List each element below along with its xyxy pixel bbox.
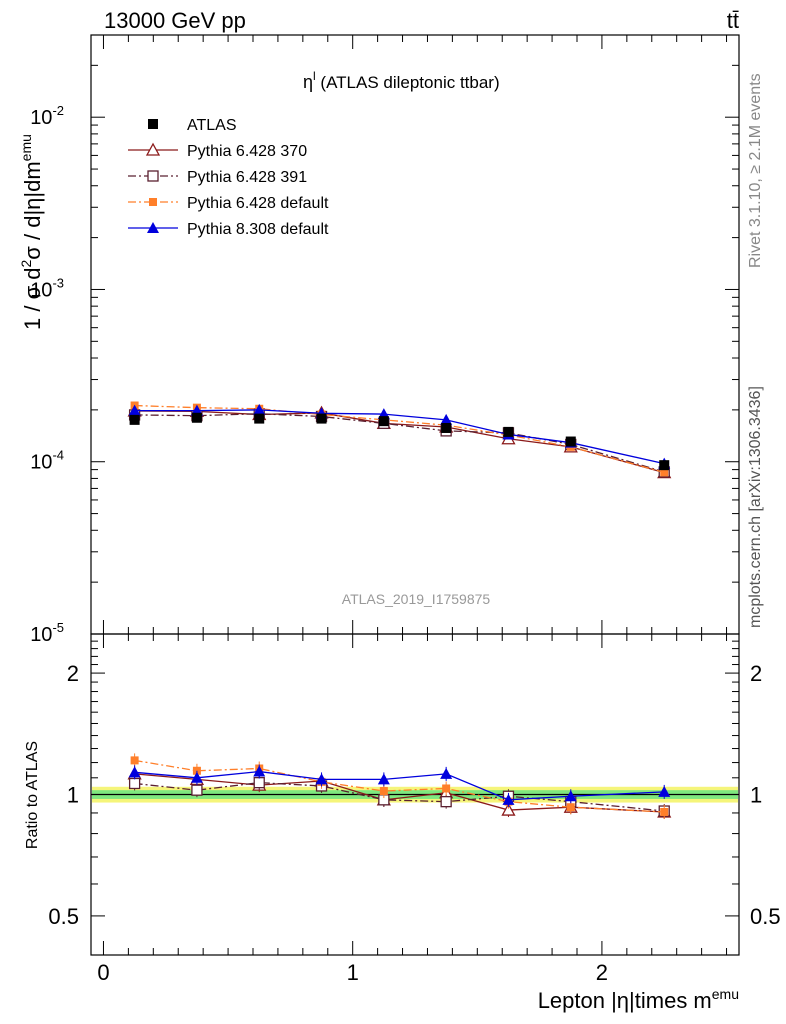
point-atlas: [254, 413, 265, 424]
ratio-point-py6_370: [501, 802, 516, 816]
series-line-py6_391: [134, 413, 665, 473]
ratio-point-py6_default: [379, 787, 388, 796]
point-py6_default: [660, 468, 669, 477]
ratio-point-py6_default: [660, 807, 669, 816]
point-atlas: [503, 426, 514, 437]
legend-label-py6_370: Pythia 6.428 370: [187, 143, 307, 160]
main-y-axis-label: 1 / σ d2σ / d|η|dmemu: [18, 134, 45, 330]
ratio-point-py8_default: [658, 785, 671, 797]
ratio-y-tick-label-right: 0.5: [750, 904, 781, 929]
main-series-group: [127, 401, 672, 479]
ratio-point-py8_default: [440, 767, 453, 779]
plot-title: ηl (ATLAS dileptonic ttbar): [303, 69, 500, 92]
legend-marker-atlas: [148, 119, 158, 129]
point-py8_default: [128, 404, 141, 416]
ratio-axis-ticks: 2 2 1 1 0.5 0.5 0 1 2: [48, 633, 781, 985]
point-atlas: [565, 436, 576, 447]
ratio-y-tick-label-right: 1: [750, 783, 762, 808]
legend: ATLAS Pythia 6.428 370 Pythia 6.428 391 Pyt…: [128, 117, 329, 238]
ratio-point-py8_default: [128, 766, 141, 778]
ratio-y-tick-label-right: 2: [750, 661, 762, 686]
legend-marker-py6_default: [149, 198, 157, 206]
legend-marker-py8_default: [147, 222, 159, 233]
beam-label: 13000 GeV pp: [104, 8, 246, 33]
x-tick-label: 2: [596, 960, 608, 985]
x-tick-label: 1: [347, 960, 359, 985]
point-py8_default: [253, 403, 266, 415]
ratio-point-py8_default: [502, 793, 515, 805]
x-tick-label: 0: [97, 960, 109, 985]
series-line-py8_default: [134, 409, 665, 465]
series-line-py6_default: [134, 404, 665, 474]
point-atlas: [659, 460, 670, 471]
legend-marker-py6_391: [147, 170, 159, 182]
main-y-tick-label: 10-4: [30, 448, 64, 474]
ratio-point-py8_default: [190, 771, 203, 783]
ratio-point-py8_default: [315, 773, 328, 785]
legend-label-atlas: ATLAS: [187, 117, 237, 134]
ratio-point-py6_default: [566, 803, 575, 812]
ratio-y-tick-label: 0.5: [48, 904, 79, 929]
x-axis-label: Lepton |η|times memu: [538, 986, 739, 1013]
ratio-y-axis-label: Ratio to ATLAS: [24, 741, 41, 849]
ratio-y-tick-label: 1: [67, 783, 79, 808]
ratio-y-tick-label: 2: [67, 661, 79, 686]
ratio-point-py6_default: [192, 766, 201, 775]
ratio-point-py8_default: [253, 765, 266, 777]
ratio-point-py6_391: [440, 796, 452, 808]
point-atlas: [316, 413, 327, 424]
main-y-tick-label: 10-3: [30, 275, 64, 301]
main-y-tick-label: 10-2: [30, 103, 64, 129]
ratio-line-py6_default: [134, 759, 665, 813]
point-atlas: [378, 416, 389, 427]
rivet-label: Rivet 3.1.10, ≥ 2.1M events: [747, 73, 764, 268]
ratio-point-py6_391: [191, 784, 203, 796]
legend-label-py6_default: Pythia 6.428 default: [187, 195, 329, 212]
legend-marker-py6_370: [145, 142, 161, 156]
ratio-point-py6_391: [128, 777, 141, 790]
ratio-series-group: [127, 753, 672, 819]
point-atlas: [191, 412, 202, 423]
ratio-point-py8_default: [564, 790, 577, 802]
ratio-point-py8_default: [377, 773, 390, 785]
analysis-watermark: ATLAS_2019_I1759875: [342, 591, 491, 607]
legend-label-py6_391: Pythia 6.428 391: [187, 169, 307, 186]
point-atlas: [441, 422, 452, 433]
point-py8_default: [440, 413, 453, 425]
series-line-py6_370: [134, 410, 665, 474]
ratio-point-py6_default: [130, 756, 139, 765]
point-atlas: [129, 414, 140, 425]
ratio-point-py6_391: [253, 776, 265, 789]
process-label: tt̄: [727, 8, 739, 33]
main-y-tick-label: 10-5: [30, 620, 64, 646]
legend-label-py8_default: Pythia 8.308 default: [187, 221, 329, 238]
mcplots-label: mcplots.cern.ch [arXiv:1306.3436]: [747, 386, 764, 628]
main-axis-ticks: 10-2 10-3 10-4 10-5: [30, 34, 739, 646]
ratio-point-py6_default: [442, 784, 451, 793]
